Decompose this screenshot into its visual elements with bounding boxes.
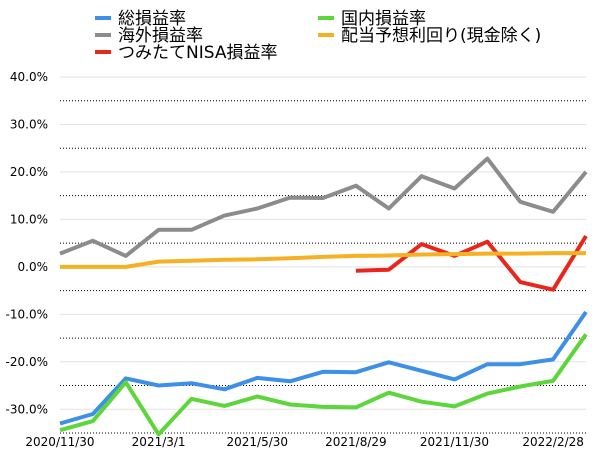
- x-tick-label: 2021/3/1: [132, 435, 186, 449]
- plot-area: [59, 156, 588, 437]
- legend-label-domestic: 国内損益率: [341, 9, 426, 29]
- y-tick-label: 40.0%: [10, 70, 48, 84]
- series-line-3: [59, 333, 588, 437]
- x-tick-label: 2021/11/30: [420, 435, 489, 449]
- gridlines: [60, 76, 586, 434]
- y-tick-label: -20.0%: [6, 355, 48, 369]
- y-tick-label: 30.0%: [10, 117, 48, 131]
- x-axis: 2020/11/30 2021/3/1 2021/5/30 2021/8/29 2021…: [25, 435, 583, 449]
- y-tick-label: 10.0%: [10, 212, 48, 226]
- legend: 総損益率 海外損益率 つみたてNISA損益率 国内損益率 配当予想利回り(現金除…: [95, 9, 541, 63]
- y-axis: 40.0% 30.0% 20.0% 10.0% 0.0% -10.0% -20.0% -30.…: [6, 70, 48, 416]
- y-tick-label: -10.0%: [6, 307, 48, 321]
- series-line-1: [59, 156, 588, 258]
- series-line-2: [355, 234, 588, 292]
- series-line-4: [60, 251, 586, 269]
- x-tick-label: 2022/2/28: [522, 435, 584, 449]
- legend-label-total: 総損益率: [118, 9, 186, 29]
- legend-label-nisa: つみたてNISA損益率: [118, 43, 277, 63]
- x-tick-label: 2020/11/30: [25, 435, 94, 449]
- series-line-0: [59, 310, 588, 426]
- y-tick-label: -30.0%: [6, 402, 48, 416]
- y-tick-label: 20.0%: [10, 165, 48, 179]
- x-tick-label: 2021/5/30: [226, 435, 288, 449]
- x-tick-label: 2021/8/29: [325, 435, 387, 449]
- y-tick-label: 0.0%: [18, 260, 49, 274]
- legend-label-overseas: 海外損益率: [118, 26, 203, 46]
- legend-label-dividend: 配当予想利回り(現金除く): [341, 26, 541, 46]
